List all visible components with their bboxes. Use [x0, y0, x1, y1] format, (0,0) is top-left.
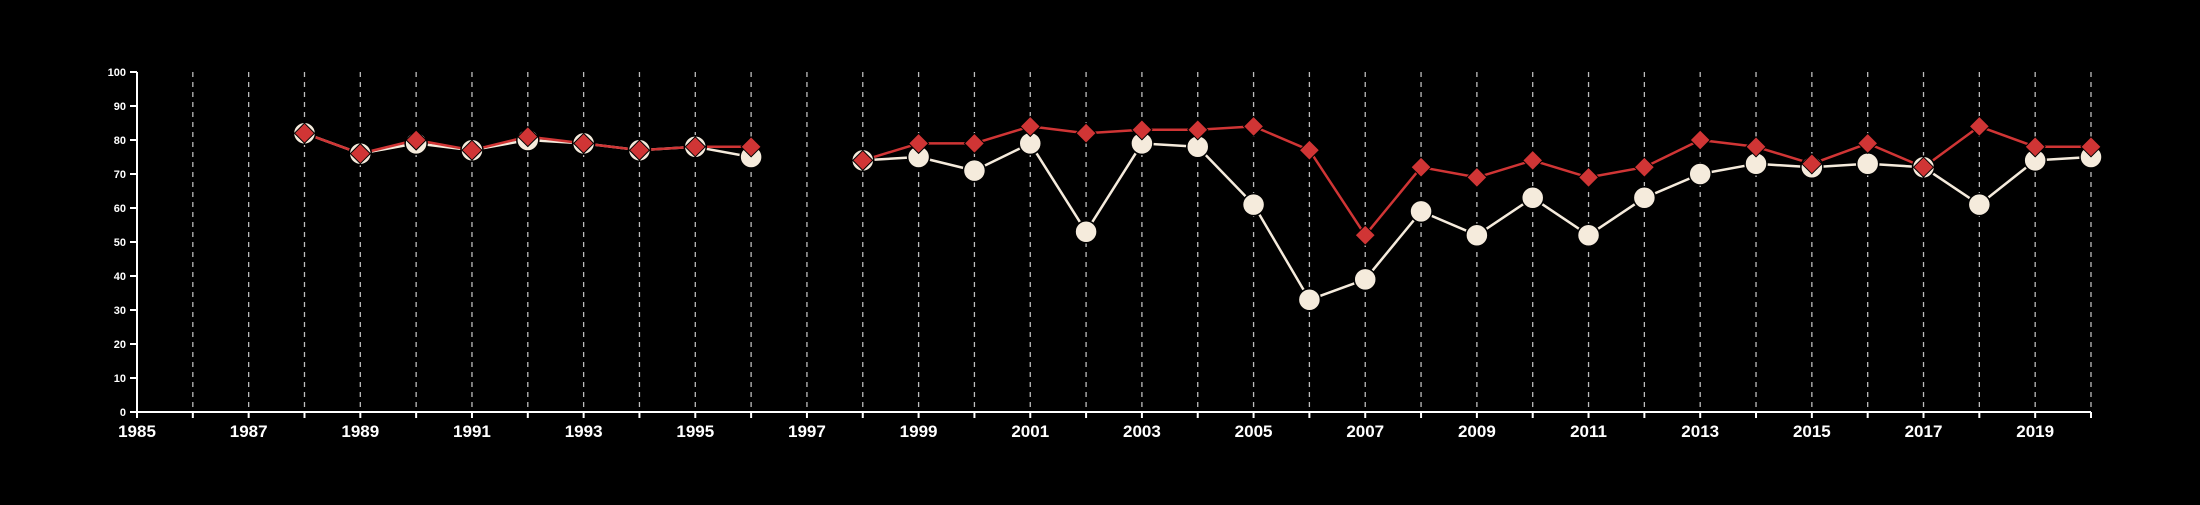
series-2-point [684, 136, 706, 158]
series-1-point [1353, 267, 1377, 292]
series-2-point [1745, 136, 1767, 158]
series-1-point [1855, 152, 1880, 176]
x-tick-label: 2017 [1905, 422, 1943, 441]
series-2-point [461, 139, 483, 161]
x-tick-label: 2015 [1793, 422, 1831, 441]
series-1-point [1688, 162, 1712, 186]
series-1-point [1241, 192, 1266, 217]
series-1-point [1409, 199, 1433, 224]
x-tick-label: 1995 [676, 422, 714, 441]
series-2-point [1912, 156, 1935, 178]
y-tick-label: 10 [114, 373, 126, 385]
y-tick-label: 30 [114, 305, 126, 317]
series-2-point [740, 136, 762, 158]
series-2-point [852, 149, 874, 172]
series-2-point [1075, 122, 1097, 144]
y-tick-label: 20 [114, 339, 126, 351]
series-1-point [962, 158, 987, 183]
series-2-point [349, 142, 372, 165]
x-tick-label: 2011 [1570, 422, 1607, 441]
x-tick-label: 2013 [1681, 422, 1719, 441]
x-tick-label: 1991 [453, 422, 491, 441]
x-tick-label: 1999 [900, 422, 938, 441]
x-tick-label: 1987 [230, 422, 268, 441]
x-tick-label: 2019 [2016, 422, 2054, 441]
x-tick-label: 2009 [1458, 422, 1496, 441]
series-2-point [1242, 115, 1265, 138]
series [292, 115, 2103, 312]
series-1-point [1967, 192, 1992, 217]
series-2-point [1187, 119, 1209, 141]
gridlines [192, 72, 2092, 412]
x-tick-label: 2003 [1123, 422, 1161, 441]
series-2-point [1466, 166, 1488, 189]
series-2-point [907, 132, 930, 155]
series-2-point [963, 132, 986, 155]
y-tick-label: 40 [114, 271, 126, 283]
series-2-point [1577, 166, 1600, 189]
series-2-point [1298, 139, 1321, 161]
series-2-point [572, 132, 595, 155]
series-2-point [1856, 132, 1879, 155]
series-2-point [1968, 115, 1991, 138]
series-1-point [1632, 186, 1657, 210]
y-tick-label: 0 [120, 407, 126, 419]
x-tick-label: 2001 [1011, 422, 1049, 441]
x-tick-label: 1993 [565, 422, 603, 441]
series-2-point [1019, 115, 1041, 138]
series-2-point [293, 122, 316, 144]
y-tick-label: 100 [108, 67, 126, 79]
series-2-point [405, 129, 427, 151]
x-tick-label: 1989 [341, 422, 379, 441]
x-tick-label: 1997 [788, 422, 826, 441]
series-1-point [1074, 220, 1098, 244]
series-1-point [1576, 223, 1601, 247]
series-2-point [1801, 153, 1823, 175]
series-1-point [1297, 288, 1322, 312]
series-2-point [2080, 136, 2102, 158]
series-2-point [2024, 136, 2046, 158]
y-tick-label: 90 [114, 101, 126, 113]
series-2-point [1633, 156, 1656, 178]
y-tick-label: 50 [114, 237, 126, 249]
x-tick-label: 1985 [118, 422, 156, 441]
x-tick-label: 2007 [1346, 422, 1384, 441]
x-tick-label: 2005 [1235, 422, 1273, 441]
series-2-point [1354, 224, 1376, 246]
series-2-point [1410, 156, 1432, 178]
series-2-point [1689, 129, 1711, 151]
series-1-point [1465, 223, 1489, 247]
y-tick-label: 80 [114, 135, 126, 147]
series-2-point [517, 125, 539, 148]
series-2-point [628, 139, 651, 161]
series-2-point [1522, 149, 1544, 172]
y-tick-label: 70 [114, 169, 126, 181]
y-tick-label: 60 [114, 203, 126, 215]
series-2-point [1131, 119, 1153, 141]
series-1-point [1520, 186, 1545, 210]
axes: 0 10 20 30 40 50 60 70 80 90 100 1985 1987 1989 1991 19… [108, 67, 2092, 441]
